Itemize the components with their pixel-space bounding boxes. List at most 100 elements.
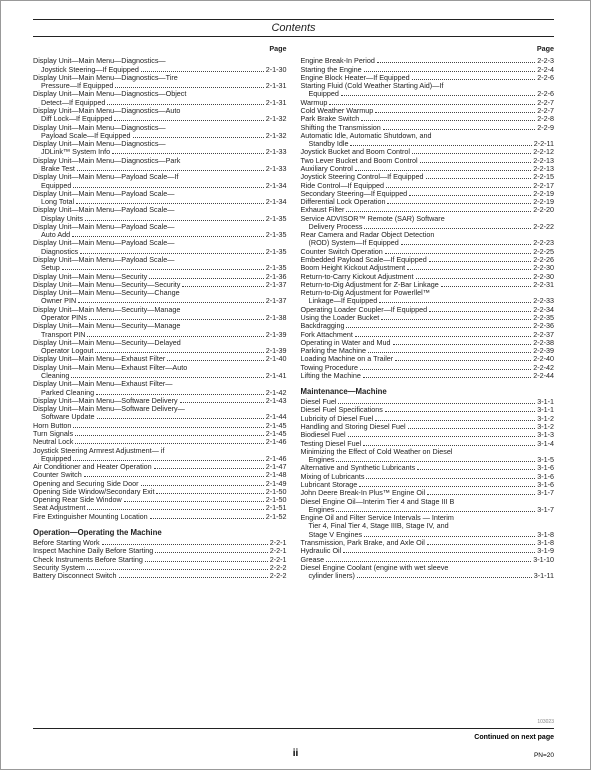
toc-entry: Fire Extinguisher Mounting Location2-1-5…: [33, 513, 287, 521]
toc-leader-dots: [73, 182, 263, 187]
toc-leader-dots: [141, 66, 264, 71]
toc-leader-dots: [407, 265, 531, 270]
toc-entry: Software Update2-1-44: [33, 413, 287, 421]
toc-leader-dots: [154, 464, 264, 469]
toc-leader-dots: [417, 465, 535, 470]
toc-leader-dots: [155, 548, 267, 553]
continued-label: Continued on next page: [474, 734, 554, 741]
toc-leader-dots: [368, 348, 531, 353]
toc-entry-page: 2-1-32: [266, 132, 287, 140]
toc-leader-dots: [80, 248, 264, 253]
toc-leader-dots: [84, 472, 264, 477]
toc-entry-page: 2-2-22: [533, 223, 554, 231]
toc-leader-dots: [119, 573, 268, 578]
toc-leader-dots: [73, 455, 263, 460]
toc-leader-dots: [124, 497, 264, 502]
toc-leader-dots: [112, 149, 264, 154]
toc-entry: Display Unit—Main Menu—Payload Scale—If: [33, 173, 287, 181]
page-header-title: Contents: [33, 22, 554, 34]
toc-leader-dots: [408, 424, 536, 429]
toc-entry-page: 2-1-46: [266, 438, 287, 446]
toc-leader-dots: [416, 273, 532, 278]
toc-entry: Equipped2-2-6: [301, 90, 555, 98]
toc-entry: Lifting the Machine2-2-44: [301, 372, 555, 380]
toc-leader-dots: [429, 306, 531, 311]
toc-entry-page: 2-1-34: [266, 198, 287, 206]
toc-leader-dots: [381, 315, 531, 320]
toc-leader-dots: [355, 331, 531, 336]
toc-entry-label: Fire Extinguisher Mounting Location: [33, 513, 148, 521]
toc-leader-dots: [338, 399, 535, 404]
toc-leader-dots: [412, 75, 536, 80]
toc-leader-dots: [341, 91, 535, 96]
toc-leader-dots: [426, 174, 532, 179]
toc-entry-page: 2-2-20: [533, 206, 554, 214]
toc-entry-label: Lifting the Machine: [301, 372, 361, 380]
toc-leader-dots: [401, 240, 531, 245]
toc-entry-page: 2-1-32: [266, 115, 287, 123]
toc-entry-page: 3-1-7: [537, 489, 554, 497]
toc-entry: Display Unit—Main Menu—Payload Scale—: [33, 223, 287, 231]
page-number-pn: PN=20: [534, 752, 554, 759]
toc-leader-dots: [360, 364, 531, 369]
footer-rule: [33, 728, 554, 729]
toc-leader-dots: [85, 215, 264, 220]
toc-entry-page: 2-1-37: [266, 297, 287, 305]
toc-leader-dots: [348, 432, 536, 437]
toc-leader-dots: [361, 116, 535, 121]
toc-leader-dots: [363, 373, 531, 378]
toc-leader-dots: [72, 232, 264, 237]
toc-leader-dots: [441, 282, 532, 287]
toc-leader-dots: [427, 540, 535, 545]
toc-leader-dots: [89, 315, 264, 320]
toc-leader-dots: [73, 422, 263, 427]
toc-entry-page: 2-1-41: [266, 372, 287, 380]
toc-leader-dots: [395, 356, 531, 361]
section-heading: Maintenance—Machine: [301, 388, 555, 397]
toc-leader-dots: [355, 166, 531, 171]
toc-leader-dots: [350, 141, 531, 146]
column-page-header: Page: [33, 45, 287, 53]
toc-entry-page: 3-1-11: [534, 572, 554, 580]
toc-entry-page: 2-1-38: [266, 314, 287, 322]
toc-leader-dots: [326, 556, 531, 561]
toc-leader-dots: [336, 507, 535, 512]
toc-leader-dots: [329, 99, 535, 104]
toc-leader-dots: [359, 482, 535, 487]
toc-entry-page: 2-1-35: [266, 215, 287, 223]
toc-leader-dots: [141, 480, 264, 485]
toc-entry-page: 2-1-35: [266, 248, 287, 256]
toc-entry: Minimizing the Effect of Cold Weather on…: [301, 448, 555, 456]
toc-leader-dots: [387, 199, 531, 204]
toc-leader-dots: [62, 265, 264, 270]
toc-leader-dots: [145, 556, 268, 561]
toc-leader-dots: [375, 415, 535, 420]
toc-leader-dots: [76, 199, 264, 204]
toc-leader-dots: [346, 323, 531, 328]
toc-leader-dots: [107, 99, 263, 104]
toc-leader-dots: [149, 273, 263, 278]
toc-leader-dots: [385, 248, 531, 253]
toc-leader-dots: [379, 298, 531, 303]
toc-entry: Display Unit—Main Menu—Payload Scale—: [33, 256, 287, 264]
toc-leader-dots: [115, 83, 263, 88]
toc-entry: cylinder liners)3-1-11: [301, 572, 555, 580]
toc-leader-dots: [420, 157, 532, 162]
toc-leader-dots: [412, 149, 531, 154]
toc-leader-dots: [366, 473, 535, 478]
top-rule: [33, 19, 554, 20]
toc-leader-dots: [375, 108, 535, 113]
toc-leader-dots: [377, 58, 535, 63]
toc-leader-dots: [96, 389, 264, 394]
header-rule: [33, 36, 554, 37]
right-column: PageEngine Break-In Period2-2-3Starting …: [301, 45, 555, 580]
toc-entry: Battery Disconnect Switch2-2-2: [33, 572, 287, 580]
toc-entry-page: 3-1-10: [533, 556, 554, 564]
toc-leader-dots: [393, 340, 532, 345]
toc-leader-dots: [150, 513, 264, 518]
toc-leader-dots: [156, 489, 263, 494]
columns-container: PageDisplay Unit—Main Menu—Diagnostics—J…: [33, 45, 554, 580]
section-heading: Operation—Operating the Machine: [33, 529, 287, 538]
left-column: PageDisplay Unit—Main Menu—Diagnostics—J…: [33, 45, 287, 580]
toc-leader-dots: [182, 282, 263, 287]
